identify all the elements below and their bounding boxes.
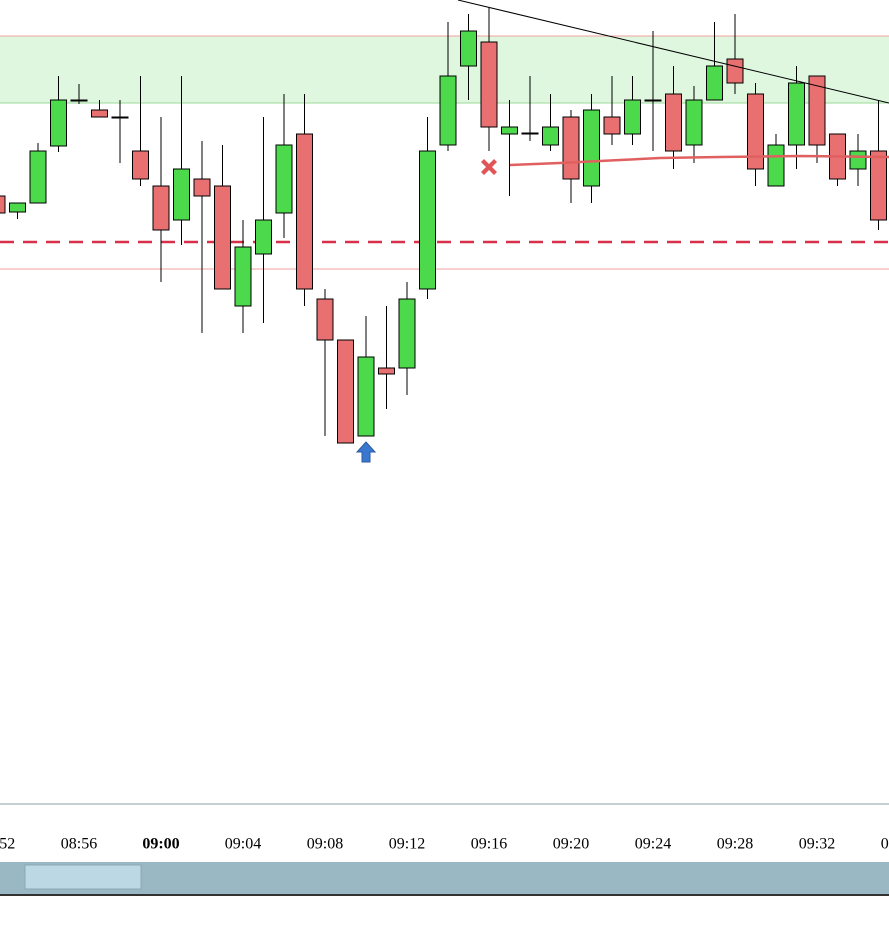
candle-body [255, 219, 272, 255]
candles [0, 7, 887, 444]
exit-marker [481, 159, 497, 175]
x-tick-label: 09:20 [553, 836, 589, 853]
candle-body [562, 116, 580, 180]
entry-arrow [355, 441, 377, 463]
candle-body [275, 144, 293, 214]
candle-body [521, 132, 539, 135]
candle-body [501, 126, 518, 135]
candle-body [9, 202, 26, 213]
x-tick-label: 09:08 [307, 836, 343, 853]
candle-body [788, 82, 805, 146]
candle-body [173, 168, 190, 221]
candle-body [296, 133, 313, 290]
x-tick-label: 09:36 [881, 836, 889, 853]
candle-body [808, 75, 826, 146]
x-tick-label: 09:12 [389, 836, 425, 853]
candle-body [480, 41, 498, 128]
candle-body [726, 58, 744, 84]
candle-body [316, 298, 334, 341]
candle-body [665, 93, 682, 152]
candle-body [337, 339, 354, 444]
candle-body [378, 367, 395, 375]
moving-average [509, 154, 889, 167]
candle-body [50, 99, 67, 147]
candle-body [29, 150, 47, 204]
candle-body [234, 246, 252, 307]
candle-body [214, 185, 231, 290]
candle-body [193, 178, 211, 197]
scrollbar-thumb[interactable] [24, 864, 142, 890]
scrollbar [0, 862, 889, 895]
candle-body [542, 126, 559, 146]
candle-body [419, 150, 436, 290]
x-tick-label: 09:16 [471, 836, 507, 853]
x-tick-label: 09:28 [717, 836, 753, 853]
candle-body [849, 150, 867, 170]
x-axis: 08:52 08:56 09:00 09:04 09:08 09:12 09:16 09:20… [0, 836, 889, 853]
candle-body [685, 99, 703, 146]
x-tick-label: 09:24 [635, 836, 671, 853]
candle-body [747, 93, 764, 170]
candle-body [111, 116, 129, 119]
candle-body [0, 195, 6, 214]
candle-body [706, 65, 723, 101]
candle-body [398, 298, 416, 369]
x-tick-label: 08:56 [61, 836, 97, 853]
candle-body [644, 99, 662, 102]
x-tick-label: 09:32 [799, 836, 835, 853]
x-tick-label: 09:04 [225, 836, 261, 853]
x-tick-label: 08:52 [0, 836, 15, 853]
candle-body [132, 150, 149, 180]
candle-body [624, 99, 641, 135]
candle-body [91, 109, 108, 118]
candle-body [70, 99, 88, 102]
candle-body [583, 109, 600, 187]
candle-body [870, 150, 887, 221]
candle-body [603, 116, 621, 135]
candle-body [767, 144, 785, 187]
x-tick-label: 09:00 [142, 836, 179, 853]
candle-body [152, 185, 170, 231]
candle-body [357, 356, 375, 437]
candle-body [460, 30, 477, 67]
trend-line [457, 0, 889, 104]
candle-body [439, 75, 457, 146]
